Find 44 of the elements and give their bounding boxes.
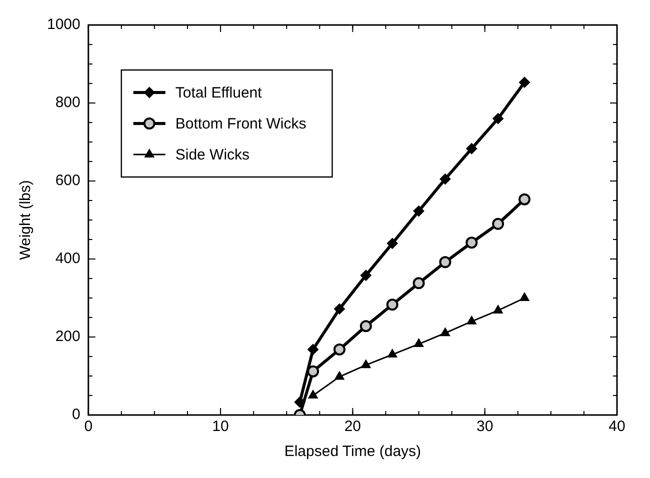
point <box>466 236 478 249</box>
point <box>386 238 398 249</box>
point <box>307 365 320 378</box>
y-tick-label: 600 <box>55 172 80 190</box>
x-tick-label: 30 <box>476 418 494 436</box>
point <box>386 298 398 311</box>
point <box>518 193 530 206</box>
legend-label: Total Effluent <box>175 84 263 102</box>
point <box>334 371 344 380</box>
point <box>440 328 450 336</box>
point <box>439 256 452 268</box>
point <box>440 174 451 185</box>
legend-label: Bottom Front Wicks <box>175 116 306 133</box>
x-axis-title: Elapsed Time (days) <box>284 443 422 460</box>
point <box>360 320 372 332</box>
point <box>333 343 346 356</box>
x-tick-label: 20 <box>344 418 362 436</box>
point <box>466 143 478 154</box>
y-axis-title: Weight (lbs) <box>17 180 34 260</box>
y-tick-label: 200 <box>55 328 80 346</box>
point <box>492 218 504 230</box>
point <box>466 316 476 324</box>
point <box>414 338 424 348</box>
point <box>492 113 504 124</box>
x-tick-label: 40 <box>608 418 626 436</box>
point <box>412 277 425 290</box>
x-tick-label: 10 <box>212 418 229 436</box>
point <box>360 270 372 281</box>
point <box>388 349 398 358</box>
point <box>520 292 530 301</box>
point <box>308 344 319 355</box>
point <box>493 304 503 314</box>
point <box>308 390 318 398</box>
y-tick-label: 400 <box>55 250 80 268</box>
point <box>294 396 306 408</box>
legend-label: Side Wicks <box>175 146 250 164</box>
point <box>334 303 345 314</box>
point <box>413 206 424 217</box>
y-tick-label: 800 <box>55 94 80 112</box>
y-tick-label: 1000 <box>46 16 80 34</box>
point <box>518 76 530 88</box>
x-tick-label: 0 <box>84 418 93 436</box>
point <box>361 360 371 368</box>
y-tick-label: 0 <box>72 406 80 424</box>
